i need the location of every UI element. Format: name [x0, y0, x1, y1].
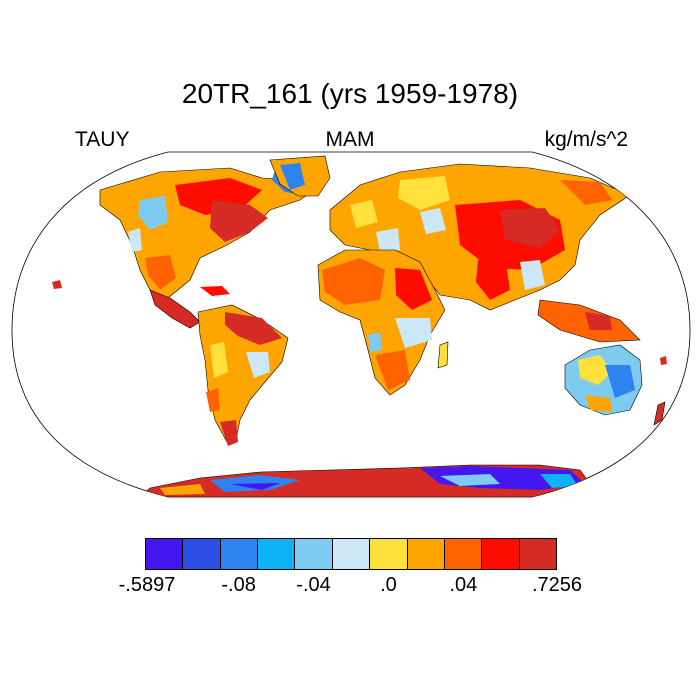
- colorbar-swatch: [370, 539, 408, 569]
- variable-label: TAUY: [75, 128, 130, 151]
- central-america-region: [149, 286, 230, 329]
- map-title: 20TR_161 (yrs 1959-1978): [181, 78, 519, 109]
- colorbar-tick-label: .7256: [531, 574, 583, 596]
- colorbar-swatch: [332, 539, 371, 569]
- colorbar-tick-label: -.5897: [118, 574, 176, 596]
- new-zealand-region: [653, 401, 666, 426]
- colorbar-swatch: [482, 539, 520, 569]
- south-america-region: [197, 304, 289, 446]
- units-label: kg/m/s^2: [544, 128, 628, 151]
- colorbar-swatch: [295, 539, 333, 569]
- colorbar-swatch: [183, 539, 221, 569]
- colorbar-swatch: [258, 539, 296, 569]
- colorbar-tick-label: -.08: [221, 574, 256, 596]
- colorbar-tick-labels: -.5897 -.08 -.04 .0 .04 .7256: [0, 574, 700, 604]
- colorbar-swatch: [146, 539, 184, 569]
- colorbar-swatch: [220, 539, 259, 569]
- season-label: MAM: [325, 128, 375, 151]
- eurasia-region: [329, 163, 631, 311]
- australia-region: [564, 344, 643, 416]
- antarctica-region: [139, 464, 601, 497]
- africa-region: [317, 249, 446, 396]
- colorbar-swatch: [444, 539, 483, 569]
- colorbar: [145, 538, 557, 570]
- island-patch: [660, 356, 667, 365]
- colorbar-tick-label: .0: [380, 574, 397, 596]
- colorbar-tick-label: -.04: [296, 574, 331, 596]
- colorbar-swatch: [519, 539, 556, 569]
- madagascar-region: [437, 341, 449, 369]
- colorbar-tick-label: .04: [449, 574, 478, 596]
- island-patch: [52, 280, 62, 289]
- greenland-region: [269, 155, 331, 197]
- southeast-asia-region: [537, 299, 641, 343]
- colorbar-swatch: [407, 539, 445, 569]
